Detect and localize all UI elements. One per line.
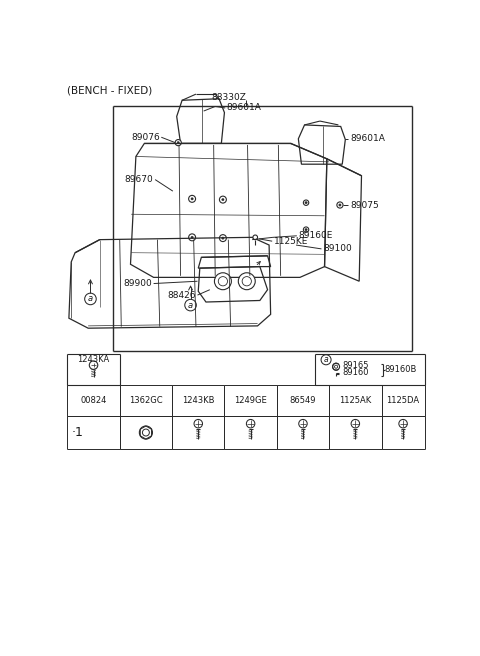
Text: a: a: [188, 300, 193, 310]
Circle shape: [335, 365, 337, 368]
Text: 88330Z: 88330Z: [212, 92, 247, 102]
Text: 89900: 89900: [123, 279, 152, 288]
Circle shape: [339, 204, 341, 206]
Text: 89100: 89100: [323, 245, 352, 253]
Circle shape: [219, 196, 227, 203]
Text: 89601A: 89601A: [227, 104, 262, 112]
Circle shape: [189, 195, 195, 202]
Text: 00824: 00824: [80, 396, 107, 405]
Text: 86549: 86549: [290, 396, 316, 405]
Circle shape: [215, 273, 231, 290]
Text: 1125AK: 1125AK: [339, 396, 372, 405]
Circle shape: [222, 199, 224, 201]
Circle shape: [84, 293, 96, 305]
Text: 89075: 89075: [350, 201, 379, 209]
Text: 88426: 88426: [168, 291, 196, 300]
Circle shape: [253, 235, 258, 239]
Text: 1125DA: 1125DA: [386, 396, 420, 405]
Circle shape: [185, 299, 196, 311]
Circle shape: [333, 363, 339, 370]
Circle shape: [194, 419, 203, 428]
Text: 1249GE: 1249GE: [234, 396, 267, 405]
Circle shape: [189, 234, 195, 241]
Circle shape: [303, 200, 309, 205]
Text: 1125KE: 1125KE: [274, 237, 308, 246]
Circle shape: [242, 277, 252, 286]
Text: ·1: ·1: [71, 426, 83, 439]
Text: a: a: [88, 295, 93, 304]
Circle shape: [238, 273, 255, 290]
Circle shape: [89, 361, 98, 369]
Circle shape: [303, 227, 309, 232]
Text: 89076: 89076: [131, 133, 160, 142]
Text: (BENCH - FIXED): (BENCH - FIXED): [67, 85, 153, 95]
Text: a: a: [324, 356, 328, 364]
Circle shape: [305, 228, 307, 231]
Circle shape: [143, 429, 149, 436]
Circle shape: [399, 419, 408, 428]
Circle shape: [246, 419, 255, 428]
Circle shape: [175, 140, 181, 146]
Text: 89160B: 89160B: [384, 365, 417, 375]
Circle shape: [305, 201, 307, 204]
Circle shape: [218, 277, 228, 286]
Circle shape: [321, 355, 331, 365]
Circle shape: [191, 197, 193, 200]
Text: 89165: 89165: [342, 361, 369, 371]
Circle shape: [351, 419, 360, 428]
Circle shape: [222, 237, 224, 239]
Text: 89670: 89670: [125, 175, 154, 184]
Text: 1362GC: 1362GC: [129, 396, 163, 405]
Circle shape: [337, 202, 343, 208]
Circle shape: [219, 235, 227, 241]
Text: 89160E: 89160E: [299, 232, 333, 240]
Circle shape: [191, 236, 193, 239]
Text: 1243KB: 1243KB: [182, 396, 215, 405]
Circle shape: [299, 419, 307, 428]
Circle shape: [177, 142, 180, 144]
Text: 1243KA: 1243KA: [77, 354, 109, 363]
Circle shape: [139, 426, 153, 439]
Text: 89601A: 89601A: [350, 134, 385, 143]
Text: 89160: 89160: [342, 369, 369, 377]
